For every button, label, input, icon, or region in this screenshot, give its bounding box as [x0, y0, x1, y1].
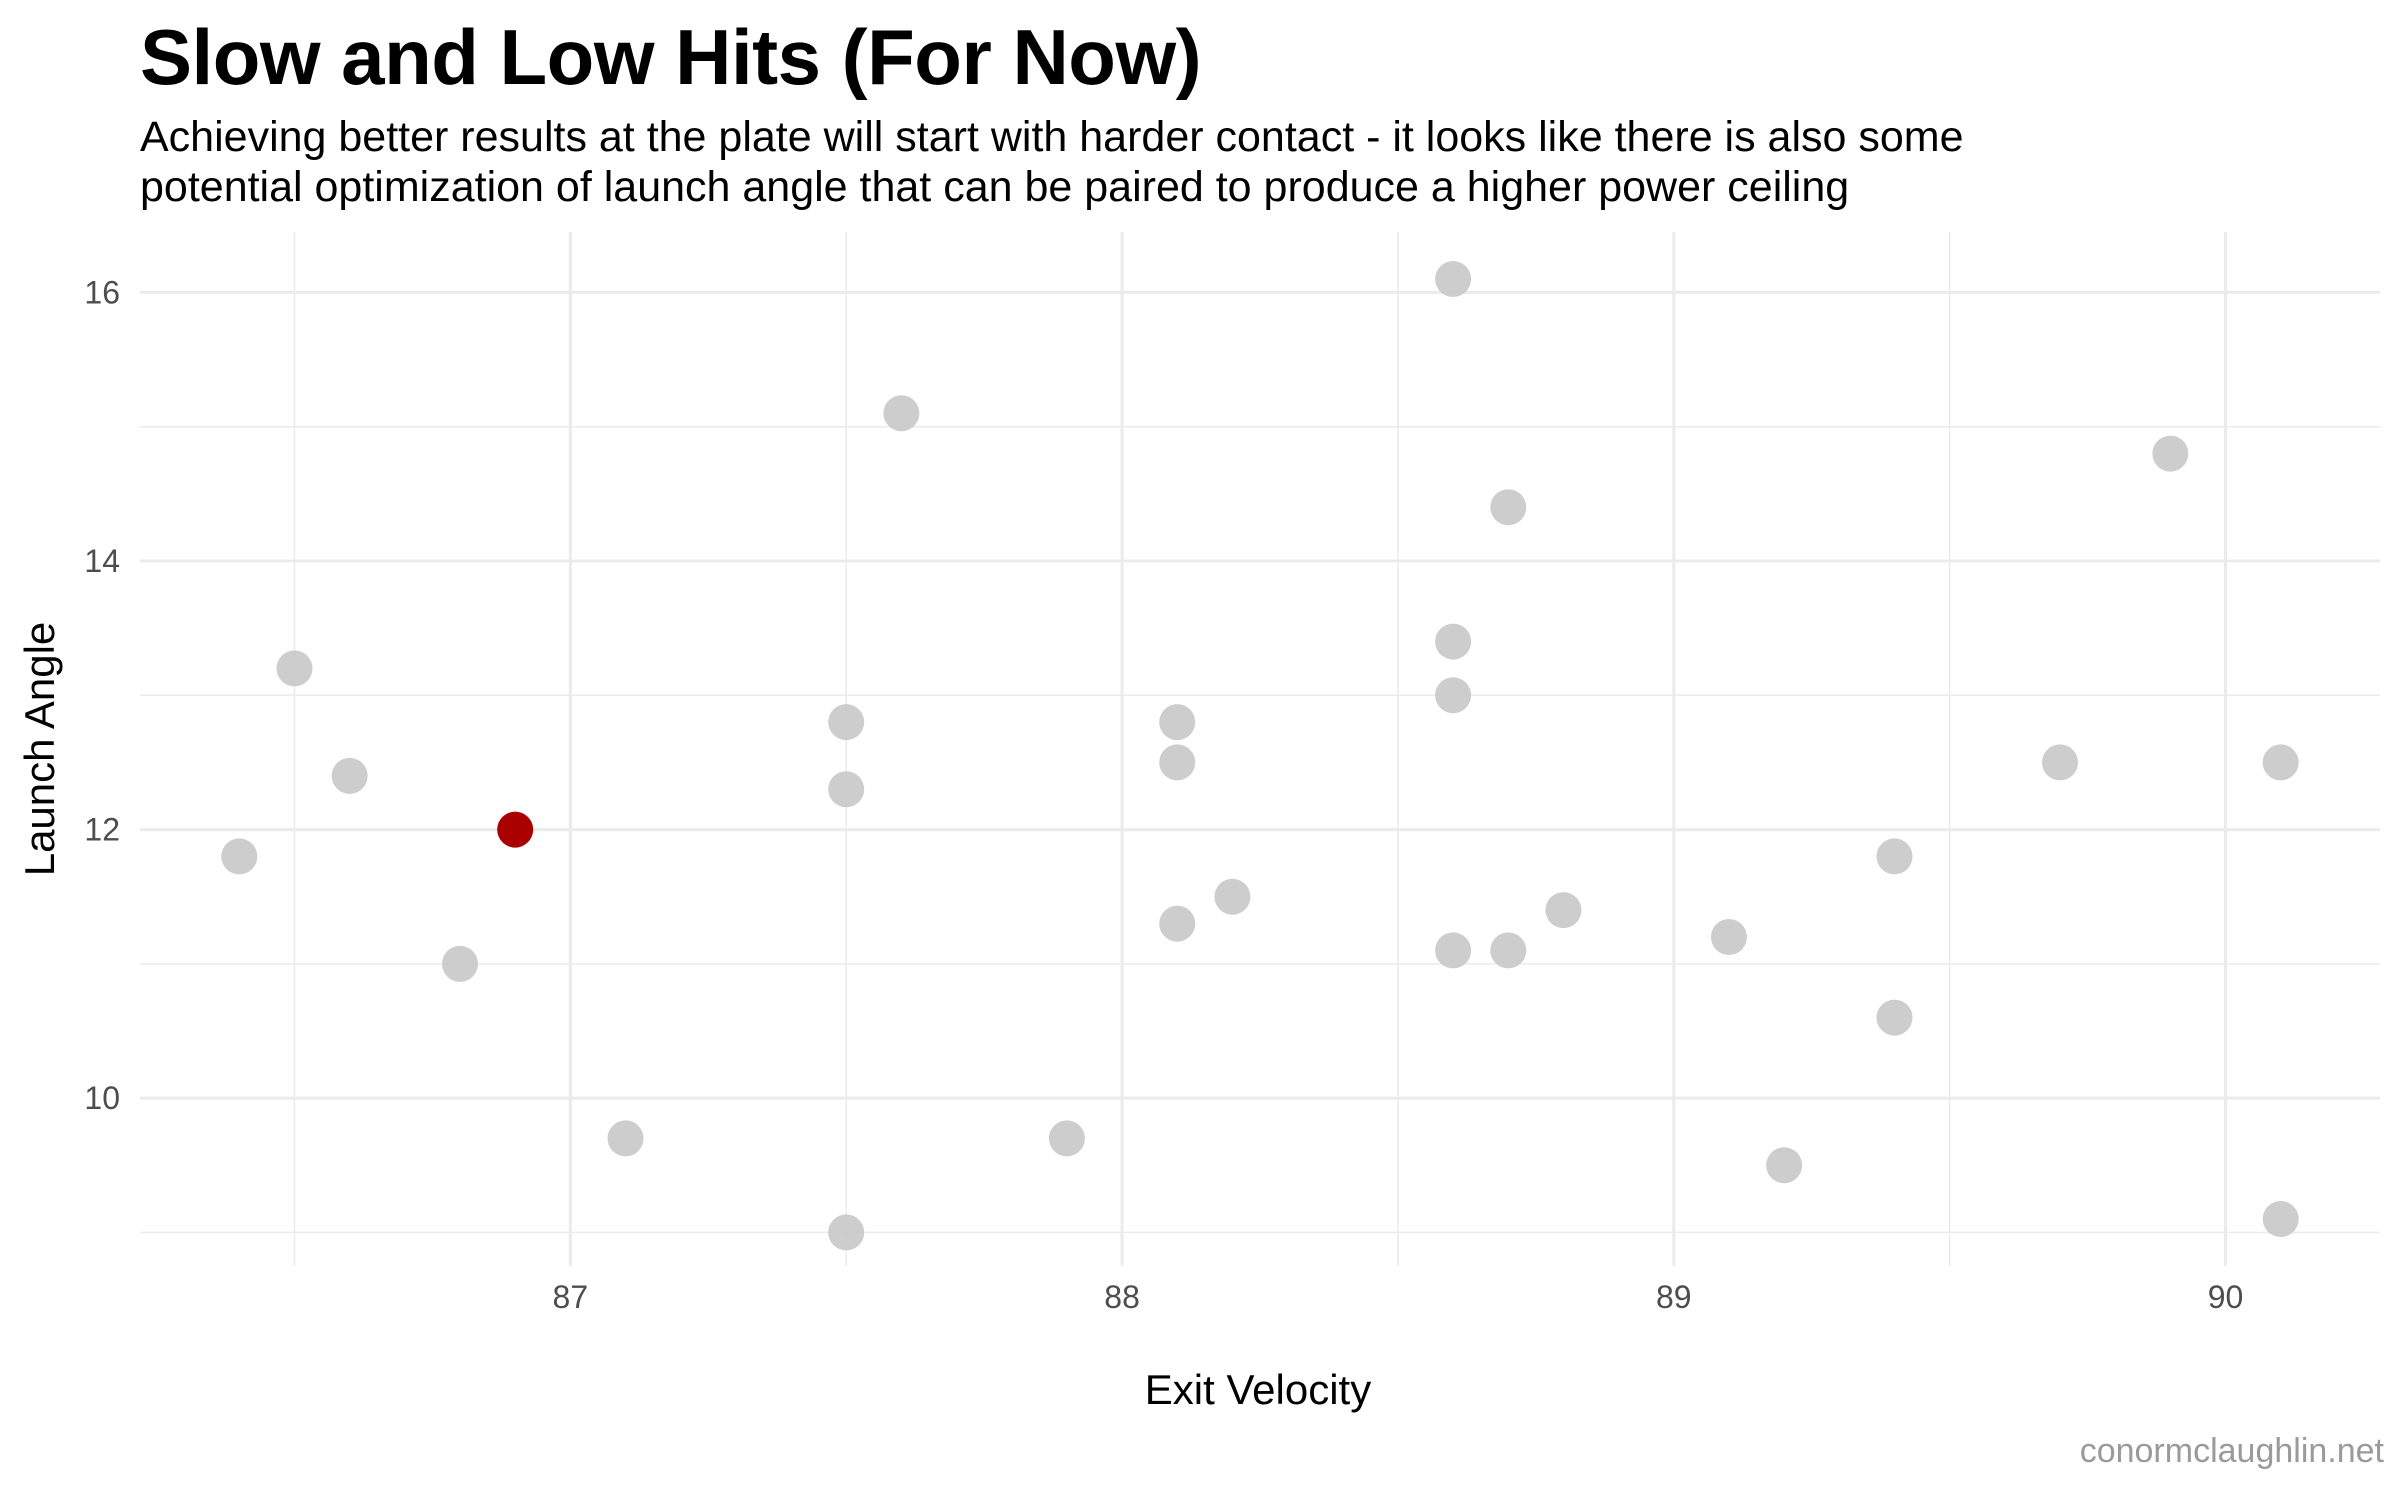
data-point	[442, 945, 478, 982]
data-point	[1435, 623, 1472, 660]
x-tick-label: 90	[2208, 1279, 2244, 1315]
y-tick-label: 10	[84, 1080, 120, 1116]
data-point	[331, 757, 368, 794]
data-points	[221, 261, 2299, 1251]
data-point	[1214, 878, 1251, 915]
data-point	[828, 771, 865, 808]
data-point	[883, 395, 920, 432]
data-point	[221, 838, 258, 875]
chart-subtitle: Achieving better results at the plate wi…	[140, 112, 2340, 212]
x-axis-title: Exit Velocity	[1145, 1366, 1371, 1413]
data-point	[607, 1120, 644, 1157]
grid-major	[140, 232, 2380, 1266]
y-tick-labels: 10 12 14 16	[84, 274, 120, 1116]
data-point	[1545, 892, 1582, 929]
chart-title: Slow and Low Hits (For Now)	[140, 13, 1202, 101]
y-tick-label: 16	[84, 274, 120, 310]
x-tick-label: 89	[1656, 1279, 1692, 1315]
data-point	[1876, 999, 1913, 1036]
data-point	[276, 650, 313, 687]
highlighted-data-point	[497, 811, 534, 848]
x-tick-label: 87	[553, 1279, 589, 1315]
data-point	[1710, 919, 1747, 955]
data-point	[828, 1214, 865, 1251]
data-point	[1490, 489, 1527, 526]
data-point	[1435, 261, 1472, 297]
x-tick-label: 88	[1104, 1279, 1140, 1315]
data-point	[1159, 744, 1196, 781]
data-point	[1490, 932, 1527, 969]
data-point	[1876, 838, 1913, 875]
source-caption: conormclaughlin.net	[2079, 1432, 2384, 1470]
data-point	[1766, 1147, 1803, 1184]
y-axis-title: Launch Angle	[16, 622, 63, 877]
data-point	[2152, 435, 2189, 472]
data-point	[2042, 744, 2078, 781]
chart-subtitle-line-1: Achieving better results at the plate wi…	[140, 113, 1964, 161]
y-tick-label: 14	[84, 543, 120, 579]
y-tick-label: 12	[84, 812, 120, 848]
data-point	[1435, 677, 1472, 714]
x-tick-labels: 87 88 89 90	[553, 1279, 2244, 1315]
data-point	[1159, 905, 1196, 942]
data-point	[2262, 744, 2299, 781]
grid-minor	[140, 232, 2380, 1266]
data-point	[1159, 704, 1196, 741]
chart-subtitle-line-2: potential optimization of launch angle t…	[140, 163, 1850, 211]
data-point	[2262, 1201, 2299, 1237]
data-point	[1435, 932, 1472, 969]
data-point	[1048, 1120, 1085, 1157]
data-point	[828, 704, 865, 741]
